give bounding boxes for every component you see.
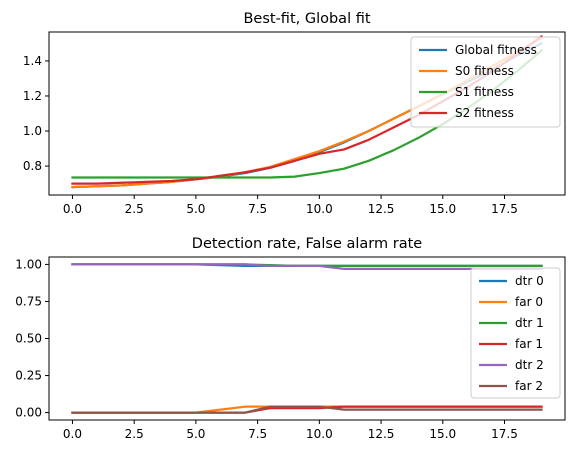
y-tick-label: 0.00 — [15, 406, 42, 420]
series-lines — [71, 263, 543, 414]
x-axis-ticks: 0.0 2.5 5.0 7.5 10.0 12.5 15.0 17.5 — [63, 420, 518, 441]
legend-label: S0 fitness — [455, 64, 514, 78]
x-tick-label: 2.5 — [125, 202, 144, 216]
legend-item: dtr 0 — [479, 274, 544, 288]
legend-label: dtr 1 — [515, 316, 544, 330]
series-line-dtr-2 — [71, 263, 543, 270]
legend-label: far 2 — [515, 379, 543, 393]
x-tick-label: 7.5 — [248, 427, 267, 441]
x-tick-label: 15.0 — [429, 427, 456, 441]
y-tick-label: 1.00 — [15, 257, 42, 271]
x-tick-label: 5.0 — [186, 427, 205, 441]
y-tick-label: 0.75 — [15, 294, 42, 308]
chart-detection-rate: Detection rate, False alarm rate 0.0 2.5 5… — [15, 236, 566, 441]
y-tick-label: 0.50 — [15, 332, 42, 346]
legend-item: dtr 1 — [479, 316, 544, 330]
legend-item: far 2 — [479, 379, 543, 393]
legend-item: far 0 — [479, 295, 543, 309]
legend-label: far 0 — [515, 295, 543, 309]
legend-label: S2 fitness — [455, 106, 514, 120]
y-tick-label: 1.2 — [23, 89, 42, 103]
axes-frame — [48, 31, 566, 196]
x-tick-label: 15.0 — [429, 202, 456, 216]
x-tick-label: 12.5 — [368, 427, 395, 441]
x-tick-label: 10.0 — [306, 202, 333, 216]
chart-best-fit: Best-fit, Global fit 0.0 2.5 5.0 7.5 10.0 12.… — [23, 11, 566, 216]
chart-title: Best-fit, Global fit — [243, 11, 370, 27]
x-axis-ticks: 0.0 2.5 5.0 7.5 10.0 12.5 15.0 17.5 — [63, 195, 518, 216]
legend-item: S1 fitness — [419, 85, 514, 99]
legend-label: far 1 — [515, 337, 543, 351]
x-tick-label: 7.5 — [248, 202, 267, 216]
x-tick-label: 10.0 — [306, 427, 333, 441]
legend-item: Global fitness — [419, 43, 537, 57]
legend-box — [410, 36, 561, 128]
x-tick-label: 2.5 — [125, 427, 144, 441]
legend-item: far 1 — [479, 337, 543, 351]
y-axis-ticks: 0.8 1.0 1.2 1.4 — [23, 54, 49, 173]
y-axis-ticks: 0.00 0.25 0.50 0.75 1.00 — [15, 257, 49, 420]
y-tick-label: 1.0 — [23, 124, 42, 138]
legend-label: dtr 0 — [515, 274, 544, 288]
y-tick-label: 0.8 — [23, 159, 42, 173]
y-tick-label: 0.25 — [15, 369, 42, 383]
x-tick-label: 0.0 — [63, 202, 82, 216]
x-tick-label: 17.5 — [491, 427, 518, 441]
x-tick-label: 5.0 — [186, 202, 205, 216]
legend-label: dtr 2 — [515, 358, 544, 372]
series-line-far-2 — [71, 405, 543, 414]
legend-label: S1 fitness — [455, 85, 514, 99]
chart-title: Detection rate, False alarm rate — [192, 236, 423, 252]
x-tick-label: 12.5 — [368, 202, 395, 216]
legend-label: Global fitness — [455, 43, 537, 57]
legend: dtr 0 far 0 dtr 1 far 1 dtr 2 far 2 — [470, 267, 561, 399]
legend-item: dtr 2 — [479, 358, 544, 372]
x-tick-label: 17.5 — [491, 202, 518, 216]
legend: Global fitness S0 fitness S1 fitness S2 fit… — [410, 36, 561, 128]
legend-item: S0 fitness — [419, 64, 514, 78]
x-tick-label: 0.0 — [63, 427, 82, 441]
y-tick-label: 1.4 — [23, 54, 42, 68]
legend-item: S2 fitness — [419, 106, 514, 120]
